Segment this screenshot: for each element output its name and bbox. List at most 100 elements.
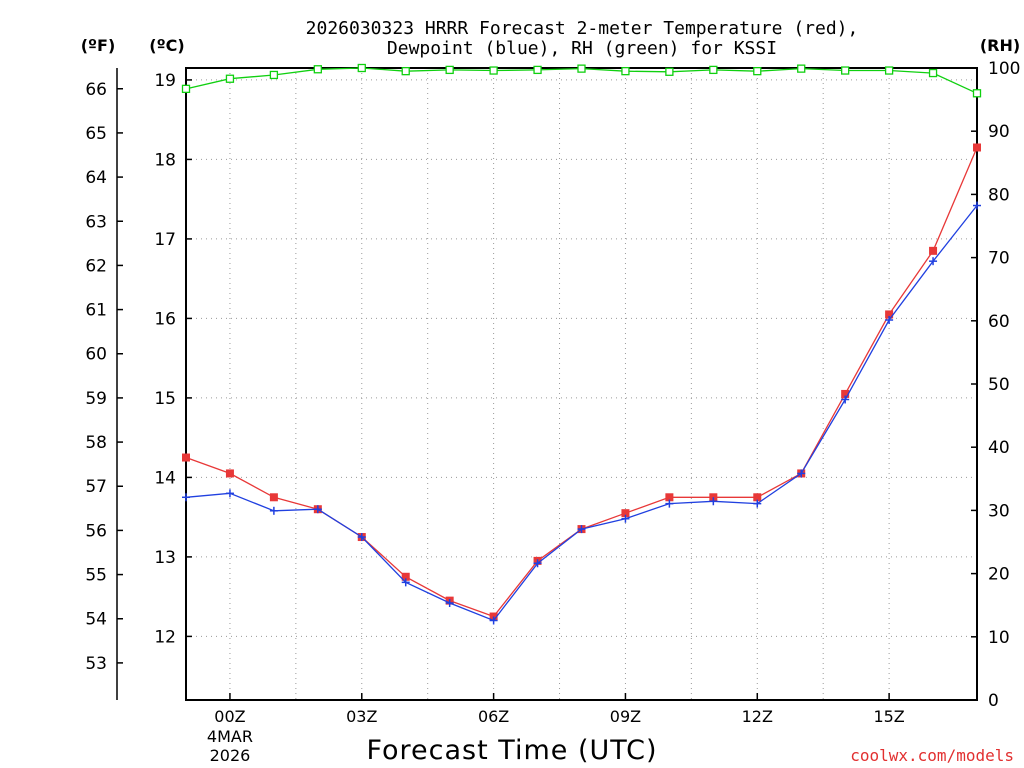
- x-tick-label: 03Z: [346, 707, 377, 726]
- data-point-dewpoint: [445, 599, 454, 608]
- data-point-dewpoint: [973, 201, 981, 210]
- y-tick-label-rh: 30: [988, 501, 1010, 521]
- y-tick-label-fahrenheit: 57: [85, 477, 107, 497]
- data-point-rh: [225, 74, 235, 83]
- grid: [186, 68, 977, 700]
- y-tick-label-rh: 10: [988, 628, 1010, 648]
- data-point-dewpoint: [929, 257, 938, 266]
- y-tick-label-celsius: 14: [154, 468, 176, 488]
- y-tick-label-celsius: 15: [154, 389, 176, 409]
- data-point-temperature: [841, 389, 850, 398]
- y-tick-label-celsius: 13: [154, 548, 176, 568]
- y-tick-label-rh: 20: [988, 565, 1010, 585]
- data-point-rh: [665, 67, 674, 76]
- data-point-rh: [313, 65, 322, 74]
- data-point-dewpoint: [885, 316, 894, 325]
- y-tick-label-fahrenheit: 64: [85, 168, 107, 188]
- y-tick-label-rh: 100: [988, 59, 1020, 79]
- y-tick-label-fahrenheit: 54: [85, 610, 107, 630]
- data-point-dewpoint: [797, 469, 806, 478]
- series-temperature: [182, 143, 981, 621]
- y-tick-label-fahrenheit: 59: [85, 389, 107, 409]
- data-point-rh: [621, 67, 630, 76]
- data-point-rh: [841, 66, 850, 75]
- y-tick-label-fahrenheit: 66: [85, 80, 107, 100]
- y-tick-label-fahrenheit: 60: [85, 345, 107, 365]
- data-point-rh: [709, 65, 718, 75]
- y-tick-label-rh: 90: [988, 122, 1010, 142]
- data-point-temperature: [885, 310, 894, 319]
- y-tick-label-fahrenheit: 53: [85, 654, 107, 674]
- data-point-rh: [181, 84, 191, 94]
- x-tick-date: 4MAR: [207, 727, 253, 746]
- y-tick-label-fahrenheit: 61: [85, 301, 107, 321]
- data-point-dewpoint: [357, 533, 366, 542]
- data-point-rh: [401, 67, 410, 76]
- plot-frame: [185, 67, 978, 701]
- x-tick-label: 15Z: [873, 707, 904, 726]
- series-line-temperature: [185, 147, 978, 618]
- data-point-dewpoint: [841, 395, 850, 404]
- data-point-dewpoint: [533, 559, 542, 568]
- x-tick-label: 00Z: [214, 707, 245, 726]
- data-point-dewpoint: [753, 499, 762, 508]
- y-tick-label-rh: 80: [988, 185, 1010, 205]
- data-point-rh: [884, 66, 894, 75]
- y-tick-label-celsius: 16: [154, 309, 176, 329]
- data-point-dewpoint: [182, 493, 190, 502]
- x-tick-label: 12Z: [742, 707, 773, 726]
- y-tick-label-rh: 60: [988, 312, 1010, 332]
- data-point-temperature: [225, 469, 234, 478]
- data-point-temperature: [665, 493, 674, 502]
- data-point-rh: [357, 63, 366, 73]
- y-tick-label-fahrenheit: 55: [85, 566, 107, 586]
- y-tick-label-fahrenheit: 62: [85, 256, 107, 276]
- data-point-rh: [533, 65, 542, 75]
- y-tick-label-fahrenheit: 63: [85, 212, 107, 232]
- x-tick-year: 2026: [210, 746, 251, 765]
- y-tick-label-fahrenheit: 65: [85, 124, 107, 144]
- data-point-temperature: [929, 246, 938, 255]
- series-line-dewpoint: [185, 205, 978, 622]
- chart-title-line2: Dewpoint (blue), RH (green) for KSSI: [387, 38, 777, 59]
- credit-text: coolwx.com/models: [850, 746, 1014, 765]
- series-group: [181, 63, 982, 625]
- axes: 12 13 14 15 16 17 18 19 53 54 55 56 57 58 59 60 61 62 63 64…: [85, 59, 1020, 765]
- data-point-rh: [445, 65, 454, 75]
- x-tick-label: 09Z: [610, 707, 641, 726]
- data-point-dewpoint: [225, 489, 234, 498]
- series-dewpoint: [182, 201, 981, 625]
- data-point-dewpoint: [489, 616, 498, 625]
- y-tick-label-fahrenheit: 56: [85, 521, 107, 541]
- data-point-dewpoint: [401, 578, 410, 587]
- y-tick-label-rh: 0: [988, 691, 999, 711]
- series-rh: [181, 63, 982, 98]
- data-point-dewpoint: [577, 525, 586, 534]
- data-point-dewpoint: [709, 497, 718, 506]
- data-point-dewpoint: [313, 505, 322, 514]
- y-tick-label-celsius: 12: [154, 627, 176, 647]
- y-tick-label-rh: 70: [988, 249, 1010, 269]
- data-point-temperature: [753, 493, 762, 502]
- data-point-temperature: [182, 453, 190, 462]
- data-point-dewpoint: [665, 499, 674, 508]
- data-point-rh: [577, 64, 586, 73]
- y-tick-label-rh: 50: [988, 375, 1010, 395]
- y-tick-label-rh: 40: [988, 438, 1010, 458]
- y-tick-label-fahrenheit: 58: [85, 433, 107, 453]
- data-point-temperature: [269, 493, 278, 502]
- unit-rh: (RH): [980, 36, 1020, 55]
- unit-celsius: (ºC): [149, 36, 184, 55]
- data-point-temperature: [973, 143, 981, 152]
- data-point-rh: [489, 66, 498, 75]
- y-tick-label-celsius: 17: [154, 230, 176, 250]
- y-tick-label-celsius: 19: [154, 71, 176, 91]
- data-point-temperature: [621, 509, 630, 518]
- chart-title-line1: 2026030323 HRRR Forecast 2-meter Tempera…: [306, 18, 859, 39]
- data-point-rh: [753, 67, 762, 76]
- data-point-rh: [797, 64, 806, 73]
- data-point-temperature: [401, 572, 410, 581]
- y-tick-label-celsius: 18: [154, 150, 176, 170]
- data-point-rh: [972, 89, 982, 98]
